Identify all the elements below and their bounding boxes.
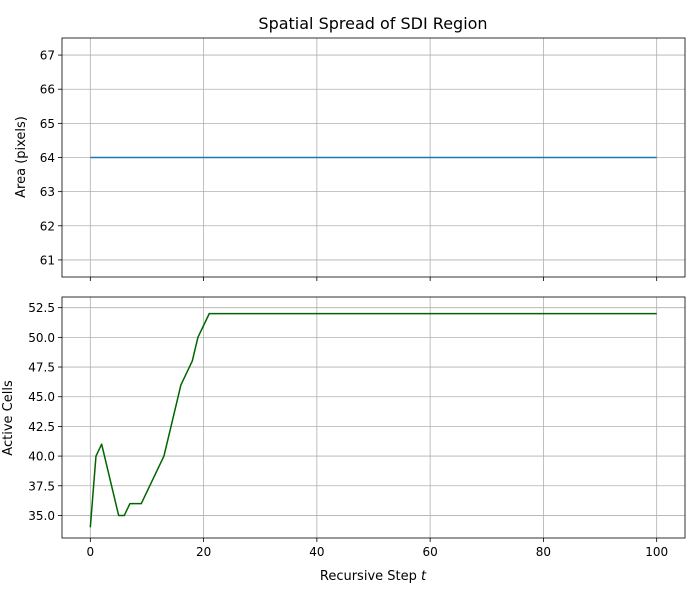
active-cells-x-tick-label: 80 xyxy=(536,545,551,559)
active-cells-y-tick-label: 42.5 xyxy=(28,420,55,434)
active-cells-panel: 0 20 40 60 80 100 35.0 37.5 40.0 42.5 45.0 47.5 50.0… xyxy=(28,296,686,559)
active-cells-series-line xyxy=(89,312,657,528)
active-cells-plot-frame xyxy=(61,296,686,539)
area-y-tick-label: 62 xyxy=(40,219,55,233)
y-axis-label-area: Area (pixels) xyxy=(14,116,29,198)
area-y-tick-label: 67 xyxy=(40,49,55,63)
active-cells-x-tick-label: 60 xyxy=(422,545,437,559)
active-cells-x-tick-label: 40 xyxy=(309,545,324,559)
area-y-tick-label: 64 xyxy=(40,151,55,165)
area-y-tick-label: 65 xyxy=(40,117,55,131)
active-cells-y-tick-label: 37.5 xyxy=(28,479,55,493)
active-cells-y-tick-label: 40.0 xyxy=(28,450,55,464)
active-cells-y-tick-label: 47.5 xyxy=(28,361,55,375)
active-cells-x-tick-label: 0 xyxy=(86,545,94,559)
active-cells-y-tick-label: 50.0 xyxy=(28,331,55,345)
active-cells-y-tick-label: 35.0 xyxy=(28,509,55,523)
area-y-tick-label: 66 xyxy=(40,83,55,97)
active-cells-y-tick-label: 45.0 xyxy=(28,390,55,404)
x-axis-label: Recursive Step t xyxy=(320,569,427,584)
active-cells-x-tick-label: 100 xyxy=(645,545,668,559)
area-panel: 61 62 63 64 65 66 67 xyxy=(40,37,686,281)
active-cells-x-tick-label: 20 xyxy=(196,545,211,559)
y-axis-label-active-cells: Active Cells xyxy=(1,380,16,456)
chart-title: Spatial Spread of SDI Region xyxy=(258,14,487,33)
area-y-tick-label: 63 xyxy=(40,185,55,199)
active-cells-y-tick-label: 52.5 xyxy=(28,301,55,315)
area-y-tick-label: 61 xyxy=(40,253,55,267)
